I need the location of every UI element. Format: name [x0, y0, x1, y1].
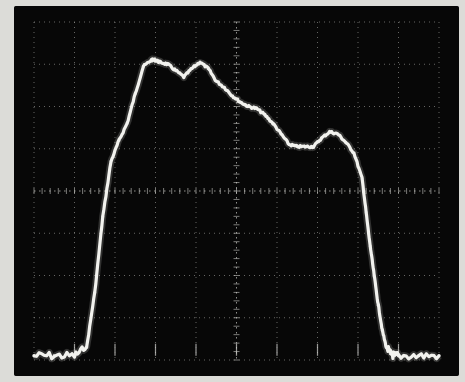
waveform-data-point: [372, 273, 376, 278]
waveform-data-point: [380, 328, 384, 333]
waveform-data-point: [52, 354, 56, 358]
waveform-data-point: [344, 140, 348, 145]
waveform-data-point: [182, 75, 186, 79]
waveform-data-point: [263, 113, 267, 117]
waveform-data-point: [319, 136, 324, 140]
waveform-data-point: [271, 121, 275, 125]
waveform-data-point: [157, 60, 162, 64]
waveform-data-point: [32, 354, 36, 358]
waveform-data-point: [214, 79, 218, 83]
waveform-data-point: [247, 104, 251, 109]
waveform-trace-group: [32, 55, 442, 363]
waveform-data-point: [368, 244, 372, 248]
waveform-trace: [32, 57, 441, 361]
waveform-data-point: [206, 66, 210, 71]
waveform-data-point: [295, 145, 299, 149]
waveform-data-point: [279, 132, 283, 136]
waveform-data-point: [396, 354, 401, 358]
waveform-data-point: [376, 303, 380, 307]
waveform-data-point: [174, 68, 178, 73]
waveform-data-point: [109, 159, 113, 164]
waveform-data-point: [328, 130, 332, 134]
waveform-data-point: [85, 345, 89, 349]
waveform-data-point: [364, 210, 368, 214]
waveform-data-point: [388, 352, 392, 356]
waveform-data-point: [166, 62, 170, 66]
waveform-data-point: [336, 132, 340, 136]
waveform-data-point: [133, 92, 137, 96]
waveform-data-point: [384, 345, 388, 349]
waveform-data-point: [125, 121, 129, 125]
waveform-data-point: [230, 94, 235, 98]
waveform-data-point: [190, 66, 194, 71]
waveform-data-point: [437, 354, 441, 358]
waveform-data-point: [392, 354, 397, 358]
graticule: [33, 21, 440, 361]
waveform-data-point: [303, 145, 307, 149]
waveform-data-point: [222, 85, 226, 90]
waveform-data-point: [352, 151, 356, 155]
waveform-data-point: [117, 138, 121, 142]
waveform-data-point: [287, 142, 291, 147]
waveform-data-point: [198, 60, 202, 64]
waveform-data-point: [417, 354, 421, 358]
waveform-data-point: [141, 64, 145, 68]
waveform-data-point: [149, 58, 154, 62]
waveform-data-point: [72, 354, 77, 358]
waveform-chart: [32, 21, 442, 363]
waveform-data-point: [101, 214, 105, 218]
waveform-data-point: [238, 100, 243, 104]
waveform-data-point: [311, 145, 316, 149]
waveform-data-point: [255, 107, 259, 111]
waveform-data-point: [360, 176, 364, 180]
oscilloscope-screen: [14, 6, 459, 376]
waveform-data-point: [93, 290, 97, 294]
waveform-data-point: [153, 58, 158, 62]
